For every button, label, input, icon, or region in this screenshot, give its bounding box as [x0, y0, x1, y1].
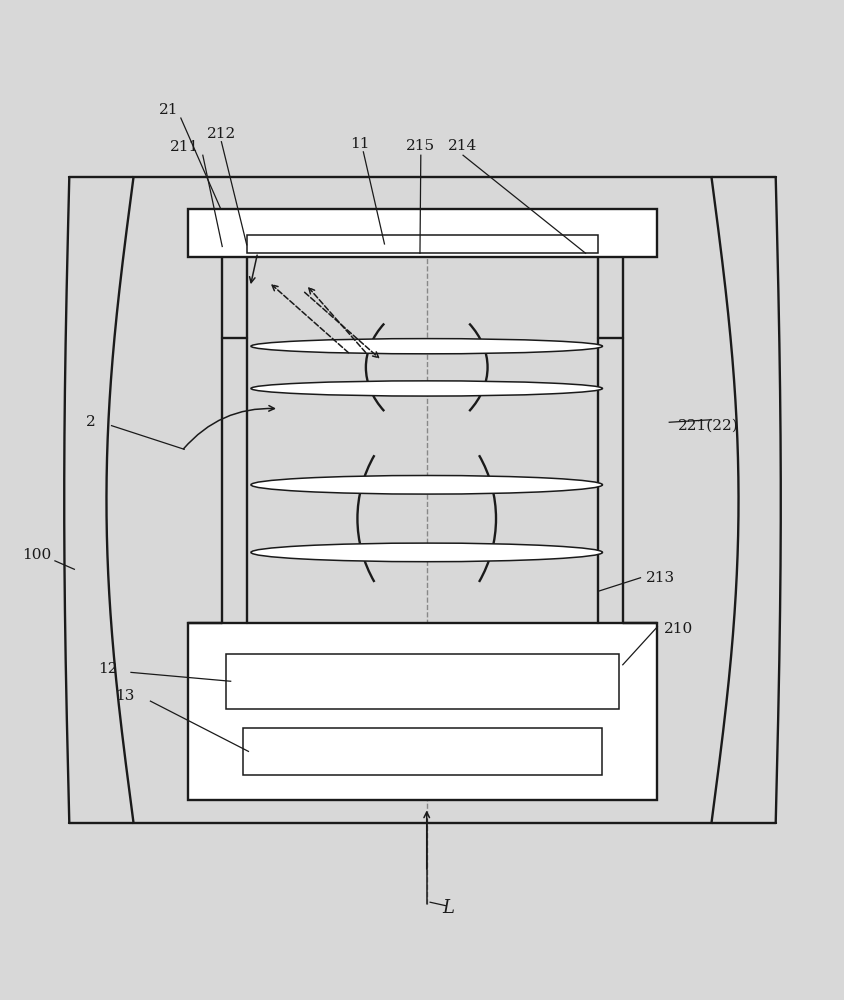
Text: 221(22): 221(22)	[677, 419, 738, 433]
Bar	[187, 209, 657, 257]
Ellipse shape	[251, 381, 602, 396]
Bar	[187, 623, 657, 800]
Text: 100: 100	[23, 548, 51, 562]
Ellipse shape	[251, 339, 602, 354]
Text: 210: 210	[663, 622, 692, 636]
Bar	[226, 654, 618, 709]
Text: 11: 11	[349, 137, 370, 151]
Text: 21: 21	[159, 103, 179, 117]
Text: 212: 212	[207, 127, 235, 141]
Text: 213: 213	[646, 571, 674, 585]
Text: 2: 2	[86, 415, 96, 429]
Bar	[246, 235, 598, 253]
Text: 211: 211	[170, 140, 198, 154]
Text: 215: 215	[406, 139, 435, 153]
Text: 13: 13	[116, 689, 134, 703]
Text: 12: 12	[98, 662, 118, 676]
Text: 214: 214	[448, 139, 477, 153]
Ellipse shape	[251, 475, 602, 494]
Text: L: L	[442, 899, 454, 917]
Bar	[243, 728, 602, 775]
Ellipse shape	[251, 543, 602, 562]
